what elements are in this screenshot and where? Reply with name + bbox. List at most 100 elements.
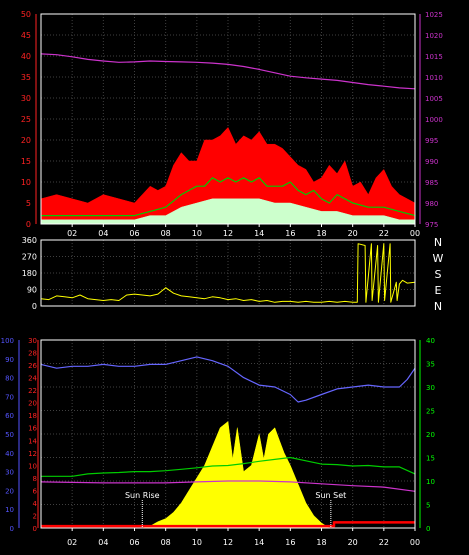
x-tick-label: 22	[379, 229, 389, 238]
y-left-inner-tick-label: 2	[33, 512, 37, 520]
x-tick-label: 22	[379, 538, 389, 547]
y-left-tick-label: 15	[21, 157, 31, 166]
x-tick-label: 16	[285, 538, 295, 547]
x-tick-label: 06	[129, 538, 139, 547]
y-right-tick-label: 20	[426, 431, 435, 439]
legend-temperatura: Temperatura	[311, 320, 382, 333]
x-tick-label: 20	[348, 229, 358, 238]
wind-direction-panel: 0 90 180 270 360	[22, 236, 416, 311]
y-right-tick-label: 980	[425, 200, 438, 208]
y-left-outer-tick-label: 10	[5, 506, 14, 514]
y-right-tick-label: 10	[426, 478, 435, 486]
y-right-tick-label: 1005	[425, 95, 443, 103]
y-left-outer-tick-label: 60	[5, 412, 14, 420]
rain-humidity-temperature-panel: 0102030405060708090100024681012141618202…	[1, 337, 435, 547]
series-pressure	[40, 53, 416, 90]
y-right-tick-label: 985	[425, 179, 438, 187]
x-tick-label: 10	[192, 229, 202, 238]
x-tick-label: 06	[129, 229, 139, 238]
series-solar	[41, 421, 415, 529]
x-tick-label: 00	[410, 229, 420, 238]
wind-pressure-panel: 0510152025303540455097598098599099510001…	[21, 10, 443, 238]
y-left-outer-tick-label: 40	[5, 450, 14, 458]
x-tick-label: 18	[316, 538, 326, 547]
y-left-inner-tick-label: 16	[28, 425, 37, 433]
compass-letter: S	[435, 268, 442, 281]
legend-solar: Solar	[118, 320, 147, 333]
y-left-outer-tick-label: 70	[5, 393, 14, 401]
y-right-tick-label: 0	[426, 525, 430, 533]
y-left-outer-tick-label: 50	[5, 431, 14, 439]
y-left-inner-tick-label: 24	[28, 375, 37, 383]
x-tick-label: 12	[223, 229, 233, 238]
y-left-tick-label: 30	[21, 94, 31, 103]
y-left-outer-tick-label: 90	[5, 356, 14, 364]
compass-letter: E	[435, 284, 442, 297]
legend-umidita: Umidita	[66, 320, 109, 333]
y-left-tick-label: 35	[21, 73, 31, 82]
y-left-inner-tick-label: 4	[33, 500, 38, 508]
y-left-outer-tick-label: 80	[5, 375, 14, 383]
y-left-tick-label: 25	[21, 115, 31, 124]
y-left-tick-label: 20	[21, 136, 31, 145]
series-gust-max	[40, 126, 416, 225]
y-left-inner-tick-label: 30	[28, 337, 37, 345]
y-right-tick-label: 15	[426, 455, 435, 463]
y-left-tick-label: 5	[26, 199, 31, 208]
compass-letter: N	[434, 300, 442, 313]
y-right-tick-label: 990	[425, 158, 438, 166]
y-left-inner-tick-label: 22	[28, 387, 37, 395]
sunset-label: Sun Set	[315, 491, 346, 500]
y-left-inner-tick-label: 20	[28, 400, 37, 408]
y-tick-label: 90	[27, 286, 37, 295]
y-right-tick-label: 5	[426, 502, 430, 510]
series-humidity	[40, 356, 416, 403]
title-left: Forza vento(	[6, 0, 75, 12]
x-tick-label: 12	[223, 538, 233, 547]
series-wind-direction	[40, 243, 416, 303]
y-right-tick-label: 35	[426, 361, 435, 369]
x-tick-label: 08	[161, 229, 171, 238]
y-left-tick-label: 45	[21, 31, 31, 40]
y-left-inner-tick-label: 28	[28, 350, 37, 358]
sunrise-label: Sun Rise	[125, 491, 160, 500]
x-tick-label: 02	[67, 229, 77, 238]
series-wind-avg	[40, 198, 416, 225]
x-tick-label: 00	[410, 538, 420, 547]
y-tick-label: 270	[22, 253, 37, 262]
legend-pioggia: Pioggia	[0, 320, 40, 333]
y-right-tick-label: 1020	[425, 32, 443, 40]
y-tick-label: 180	[22, 269, 37, 278]
x-tick-label: 16	[285, 229, 295, 238]
y-right-tick-label: 40	[426, 337, 435, 345]
y-tick-label: 360	[22, 236, 37, 245]
series-rain	[41, 521, 415, 528]
compass-letter: N	[434, 236, 442, 249]
y-left-inner-tick-label: 6	[33, 487, 38, 495]
x-tick-label: 20	[348, 538, 358, 547]
panel-frame	[40, 239, 416, 307]
x-tick-label: 14	[254, 538, 264, 547]
y-left-inner-tick-label: 0	[33, 525, 37, 533]
y-right-tick-label: 975	[425, 221, 438, 229]
y-left-tick-label: 10	[21, 178, 31, 187]
legend-dewpoint: Dew Point (°C)	[392, 320, 469, 333]
y-right-tick-label: 1025	[425, 11, 443, 19]
y-right-tick-label: 25	[426, 408, 435, 416]
x-tick-label: 08	[161, 538, 171, 547]
x-tick-label: 04	[98, 538, 108, 547]
x-tick-label: 14	[254, 229, 264, 238]
y-left-outer-tick-label: 0	[10, 525, 14, 533]
y-left-outer-tick-label: 20	[5, 487, 14, 495]
y-left-inner-tick-label: 10	[28, 462, 37, 470]
x-tick-label: 04	[98, 229, 108, 238]
x-tick-label: 10	[192, 538, 202, 547]
y-left-tick-label: 50	[21, 10, 31, 19]
y-left-tick-label: 0	[26, 220, 31, 229]
series-temperature	[41, 456, 416, 477]
series-dewpoint	[40, 480, 416, 492]
title-center: 24 hour graph data: 21 Marzo 2006	[172, 0, 368, 12]
y-left-inner-tick-label: 14	[28, 437, 37, 445]
